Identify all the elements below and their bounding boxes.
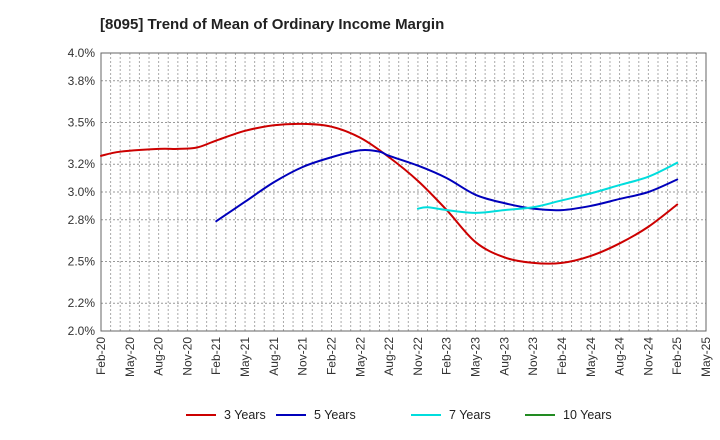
y-tick-label: 3.0%: [68, 185, 96, 199]
y-tick-label: 2.0%: [68, 324, 96, 338]
legend-label-5-years: 5 Years: [314, 408, 356, 422]
x-tick-label: Feb-24: [555, 337, 569, 375]
y-tick-label: 3.5%: [68, 116, 96, 130]
x-tick-label: Nov-22: [411, 337, 425, 376]
plot-area: [101, 53, 706, 331]
x-tick-label: Nov-23: [526, 337, 540, 376]
x-tick-label: Nov-21: [296, 337, 310, 376]
plot-frame: [100, 52, 707, 332]
x-tick-label: Aug-20: [152, 337, 166, 376]
x-tick-label: Feb-22: [324, 337, 338, 375]
legend-label-3-years: 3 Years: [224, 408, 266, 422]
x-tick-label: Aug-24: [613, 337, 627, 376]
x-tick-label: Aug-22: [382, 337, 396, 376]
x-tick-label: Nov-20: [180, 337, 194, 376]
y-tick-label: 2.5%: [68, 255, 96, 269]
x-tick-label: May-25: [699, 337, 713, 377]
series-line-3-years: [100, 122, 679, 265]
y-tick-label: 2.8%: [68, 213, 96, 227]
y-tick-label: 2.2%: [68, 296, 96, 310]
series-line-5-years: [215, 148, 679, 223]
y-tick-label: 3.2%: [68, 157, 96, 171]
x-tick-label: Feb-20: [94, 337, 108, 375]
x-tick-label: Feb-23: [440, 337, 454, 375]
legend-label-10-years: 10 Years: [563, 408, 612, 422]
x-tick-label: May-24: [584, 337, 598, 377]
x-tick-label: May-20: [123, 337, 137, 377]
y-tick-label: 3.8%: [68, 74, 96, 88]
y-tick-label: 4.0%: [68, 46, 96, 60]
x-tick-label: May-23: [469, 337, 483, 377]
x-tick-label: May-22: [353, 337, 367, 377]
x-tick-label: Nov-24: [641, 337, 655, 376]
x-tick-label: Feb-25: [670, 337, 684, 375]
x-tick-label: Aug-23: [497, 337, 511, 376]
x-tick-label: Feb-21: [209, 337, 223, 375]
x-tick-label: May-21: [238, 337, 252, 377]
chart-title: [8095] Trend of Mean of Ordinary Income …: [100, 16, 445, 33]
series-line-7-years: [416, 161, 679, 214]
x-tick-label: Aug-21: [267, 337, 281, 376]
legend-label-7-years: 7 Years: [449, 408, 491, 422]
